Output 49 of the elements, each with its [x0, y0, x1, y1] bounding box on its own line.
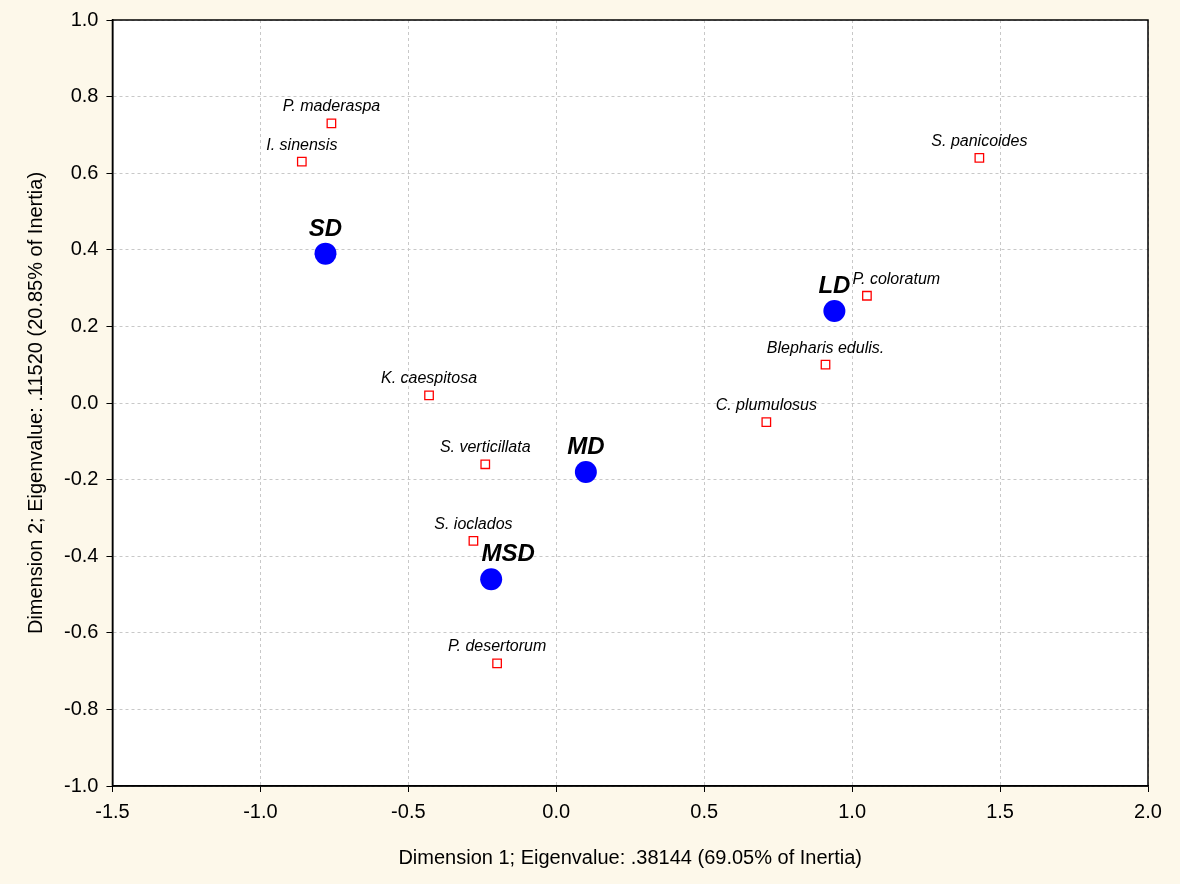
annotation: Blepharis edulis. [766, 338, 885, 356]
annotation: MSD [481, 539, 535, 567]
x-tick-label: 1.5 [986, 799, 1014, 822]
point [823, 300, 846, 323]
annotation: MD [567, 431, 605, 459]
y-tick-label: -0.2 [63, 467, 99, 490]
annotation: LD [818, 271, 851, 299]
point [974, 152, 985, 163]
annotation: SD [308, 213, 343, 241]
annotation: S. panicoides [931, 131, 1028, 149]
x-tick-label: -1.0 [243, 799, 278, 822]
y-tick-label: 1.0 [70, 7, 99, 30]
point [296, 156, 307, 167]
point [761, 417, 772, 428]
annotation: P. maderaspa [282, 97, 381, 115]
x-tick-label: -0.5 [391, 799, 426, 822]
point [314, 242, 337, 265]
point [480, 568, 503, 591]
x-tick-label: 0.0 [542, 799, 571, 822]
y-tick-label: 0.0 [70, 390, 99, 413]
annotation: C. plumulosus [715, 396, 818, 414]
annotation: I. sinensis [266, 135, 338, 153]
annotation: S. verticillata [439, 438, 531, 456]
y-axis-title: Dimension 2; Eigenvalue: .11520 (20.85% of Inertia) [23, 171, 46, 635]
point [424, 390, 434, 401]
y-tick-label: 0.8 [70, 84, 99, 107]
x-axis-title: Dimension 1; Eigenvalue: .38144 (69.05% of Inertia) [398, 845, 863, 868]
point [862, 290, 872, 301]
y-tick-label: 0.2 [70, 313, 99, 336]
y-tick-label: -0.8 [63, 696, 99, 719]
x-tick-label: 1.0 [838, 799, 867, 822]
point [480, 459, 491, 470]
x-tick-label: 0.5 [690, 799, 719, 822]
x-tick-label: -1.5 [95, 799, 130, 822]
x-tick-label: 2.0 [1134, 799, 1162, 822]
annotation: P. coloratum [852, 269, 941, 287]
y-tick-label: 0.4 [70, 237, 99, 260]
annotation: S. ioclados [434, 514, 513, 532]
y-tick-label: -0.6 [63, 620, 99, 643]
point [468, 535, 479, 546]
annotation: P. desertorum [447, 637, 547, 655]
point [326, 118, 337, 129]
point [492, 658, 502, 669]
y-tick-label: 0.6 [70, 160, 99, 183]
y-tick-label: -0.4 [63, 543, 99, 566]
point [820, 359, 831, 370]
y-tick-label: -1.0 [63, 773, 99, 796]
annotation: K. caespitosa [381, 369, 478, 387]
point [574, 460, 597, 483]
